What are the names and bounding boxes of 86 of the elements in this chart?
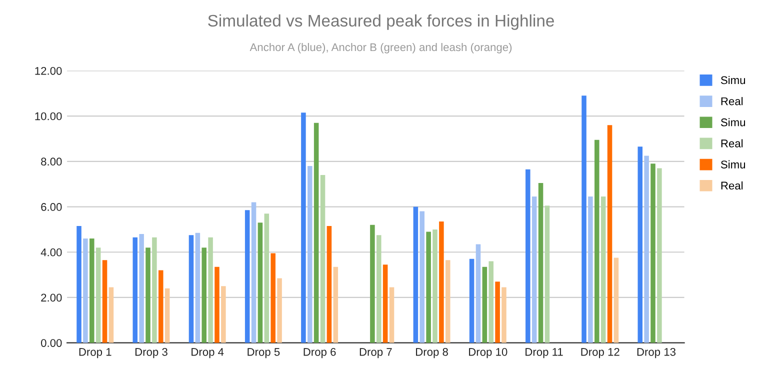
bar bbox=[158, 270, 164, 343]
bar bbox=[102, 260, 108, 343]
bar bbox=[432, 229, 438, 343]
bar bbox=[164, 288, 170, 343]
bar bbox=[214, 266, 220, 343]
bar bbox=[132, 237, 138, 343]
legend-label: Real bbox=[721, 97, 743, 106]
bar bbox=[413, 206, 418, 343]
bar bbox=[420, 211, 425, 343]
bar bbox=[314, 122, 319, 343]
chart-subtitle: Anchor A (blue), Anchor B (green) and leash (orange) bbox=[250, 42, 512, 54]
y-tick-label: 6.00 bbox=[41, 203, 62, 211]
bar bbox=[188, 235, 194, 343]
bar bbox=[426, 232, 431, 343]
bar bbox=[644, 156, 649, 343]
bar bbox=[657, 168, 662, 343]
x-tick-label: Drop 1 bbox=[79, 348, 112, 358]
bar bbox=[251, 202, 256, 343]
bar bbox=[638, 146, 643, 343]
bar bbox=[96, 248, 101, 343]
bar bbox=[76, 226, 82, 343]
bar bbox=[594, 140, 600, 343]
x-tick-label: Drop 13 bbox=[637, 348, 676, 358]
bar bbox=[482, 266, 488, 343]
bar bbox=[308, 166, 312, 343]
bar bbox=[258, 222, 263, 343]
x-tick-label: Drop 11 bbox=[526, 348, 563, 358]
x-tick-label: Drop 4 bbox=[192, 348, 224, 358]
x-tick-label: Drop 8 bbox=[416, 348, 448, 358]
x-tick-label: Drop 6 bbox=[304, 348, 336, 358]
bar bbox=[538, 182, 544, 343]
bar bbox=[146, 248, 150, 343]
y-tick-label: 4.00 bbox=[40, 248, 62, 256]
bar bbox=[301, 112, 306, 343]
x-tick-label: Drop 12 bbox=[581, 348, 620, 358]
bar bbox=[607, 125, 612, 343]
bar bbox=[502, 287, 506, 343]
bar bbox=[600, 196, 606, 343]
bar bbox=[544, 206, 550, 343]
bar bbox=[370, 224, 375, 343]
bar bbox=[270, 253, 276, 343]
x-tick-label: Drop 7 bbox=[360, 348, 392, 358]
bar bbox=[495, 282, 500, 343]
y-tick-label: 0.00 bbox=[41, 339, 62, 347]
bar bbox=[152, 237, 157, 343]
legend-label: Simu bbox=[720, 76, 746, 84]
y-tick-label: 2.00 bbox=[41, 294, 62, 302]
legend-label: Simu bbox=[720, 160, 746, 168]
bar bbox=[195, 232, 200, 343]
bar bbox=[108, 287, 114, 343]
y-tick-label: 8.00 bbox=[41, 158, 62, 166]
bar bbox=[326, 226, 332, 343]
bar bbox=[202, 248, 206, 343]
bar bbox=[333, 266, 338, 343]
bar bbox=[382, 264, 388, 343]
bar bbox=[320, 175, 326, 343]
bar bbox=[83, 238, 88, 343]
y-tick-label: 10.00 bbox=[35, 112, 62, 120]
bar bbox=[588, 196, 593, 343]
bar bbox=[650, 164, 656, 343]
legend-label: Simu bbox=[720, 118, 746, 126]
x-tick-label: Drop 5 bbox=[248, 348, 280, 358]
chart-title: Simulated vs Measured peak forces in Highline bbox=[208, 14, 554, 30]
bar bbox=[526, 169, 530, 343]
x-tick-label: Drop 10 bbox=[469, 348, 508, 358]
bar bbox=[532, 196, 537, 343]
bar bbox=[445, 260, 450, 343]
legend-label: Real bbox=[721, 139, 743, 148]
bar bbox=[476, 244, 481, 343]
bar bbox=[139, 234, 144, 343]
bar bbox=[488, 261, 494, 343]
bar bbox=[90, 238, 94, 343]
legend-label: Real bbox=[721, 181, 743, 190]
bar bbox=[264, 214, 270, 343]
bar bbox=[389, 287, 394, 343]
x-tick-label: Drop 3 bbox=[135, 348, 168, 358]
y-tick-label: 12.00 bbox=[35, 66, 62, 75]
bar bbox=[244, 210, 250, 343]
bar bbox=[582, 96, 586, 343]
bar bbox=[221, 286, 226, 343]
bar bbox=[439, 222, 444, 343]
bar bbox=[208, 237, 213, 343]
bar bbox=[277, 278, 282, 343]
bar bbox=[469, 258, 474, 343]
bar bbox=[614, 258, 619, 343]
bar bbox=[376, 235, 382, 343]
